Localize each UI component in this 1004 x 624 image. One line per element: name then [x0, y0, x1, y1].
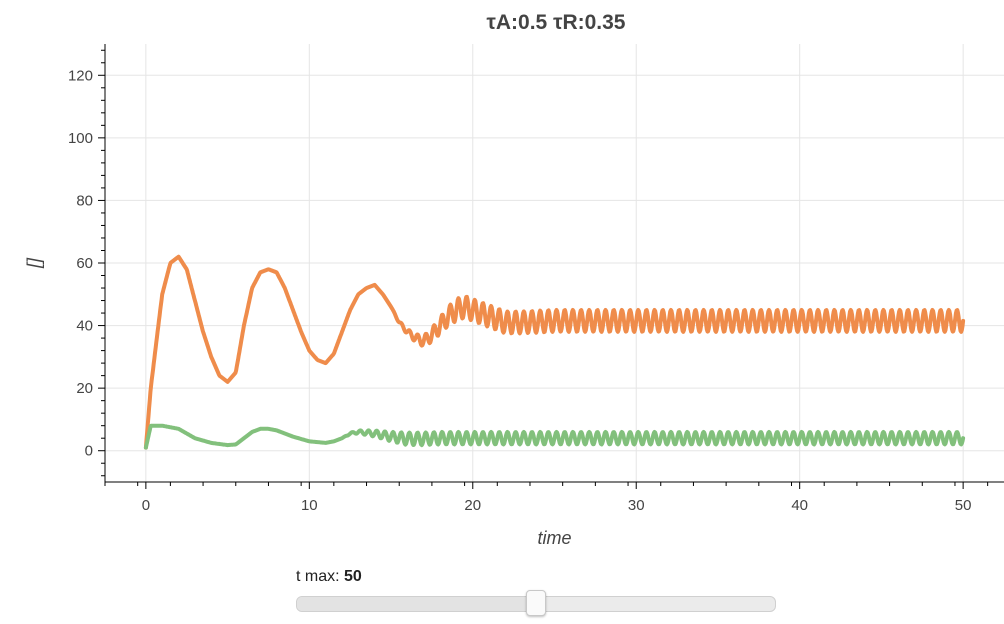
y-tick-label: 100 [68, 130, 93, 147]
x-tick-label: 0 [142, 497, 150, 514]
series-line-2 [143, 423, 966, 450]
x-tick-label: 40 [791, 497, 808, 514]
y-tick-label: 20 [76, 380, 93, 397]
chart-svg: 0 10 20 30 40 50 0 20 40 60 80 100 120 time [] τA:0.5 τ… [24, 11, 1004, 548]
series-line-1 [143, 254, 966, 450]
x-axis-label: time [537, 528, 571, 548]
slider-track[interactable] [296, 590, 776, 616]
y-tick-label: 60 [76, 255, 93, 272]
chart-title: τA:0.5 τR:0.35 [487, 11, 626, 34]
slider-fill [297, 597, 536, 611]
chart: 0 10 20 30 40 50 0 20 40 60 80 100 120 time [] τA:0.5 τ… [24, 11, 1004, 548]
y-axis-label: [] [24, 257, 44, 269]
slider-value: 50 [344, 568, 362, 585]
y-tick-label: 0 [85, 443, 93, 460]
x-tick-label: 10 [301, 497, 318, 514]
slider-label-row: t max: 50 [296, 566, 776, 588]
y-tick-label: 120 [68, 67, 93, 84]
y-tick-label: 80 [76, 192, 93, 209]
y-tick-label: 40 [76, 318, 93, 335]
t-max-slider-widget: t max: 50 [296, 566, 776, 616]
slider-handle[interactable] [526, 590, 546, 616]
x-tick-label: 20 [464, 497, 481, 514]
x-tick-label: 30 [628, 497, 645, 514]
slider-label: t max: [296, 568, 340, 585]
x-tick-label: 50 [955, 497, 972, 514]
